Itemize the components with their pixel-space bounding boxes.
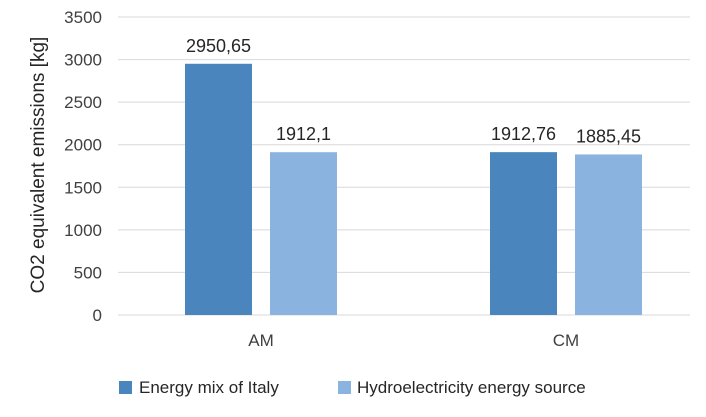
y-axis-ticks: 0 500 1000 1500 2000 2500 3000 3500: [64, 8, 102, 325]
bar-am-series-1: [270, 152, 337, 315]
data-labels: 2950,65 1912,1 1912,76 1885,45: [186, 36, 641, 147]
legend-label-energy-mix: Energy mix of Italy: [139, 378, 279, 397]
data-label: 1912,1: [276, 124, 331, 144]
y-tick-label: 1000: [64, 221, 102, 240]
y-tick-label: 3000: [64, 51, 102, 70]
x-tick-label: AM: [248, 331, 274, 350]
data-label: 2950,65: [186, 36, 251, 56]
legend-swatch-hydroelectricity: [338, 381, 351, 394]
data-label: 1912,76: [491, 124, 556, 144]
y-tick-label: 500: [74, 263, 102, 282]
bar-am-series-0: [185, 63, 252, 316]
y-tick-label: 3500: [64, 8, 102, 27]
y-axis-label: CO2 equivalent emissions [kg]: [28, 37, 49, 294]
data-label: 1885,45: [576, 126, 641, 146]
bar-cm-series-1: [575, 154, 642, 315]
y-tick-label: 0: [93, 306, 102, 325]
bar-cm-series-0: [490, 152, 557, 315]
legend: Energy mix of Italy Hydroelectricity ene…: [119, 378, 586, 397]
y-tick-label: 2000: [64, 136, 102, 155]
bars: [185, 63, 642, 316]
y-tick-label: 1500: [64, 178, 102, 197]
legend-label-hydroelectricity: Hydroelectricity energy source: [357, 378, 586, 397]
x-axis-ticks: AM CM: [248, 331, 579, 350]
legend-swatch-energy-mix: [119, 381, 132, 394]
y-tick-label: 2500: [64, 93, 102, 112]
x-tick-label: CM: [553, 331, 579, 350]
